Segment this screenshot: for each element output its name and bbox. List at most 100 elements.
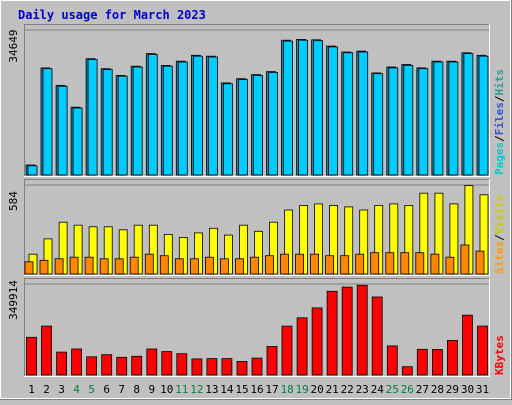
x-tick-label-day-12: 12 <box>190 383 203 396</box>
x-tick-label-day-26: 26 <box>401 383 414 396</box>
bar-sites-day-23 <box>355 253 365 275</box>
bar-sites-day-2 <box>39 259 49 275</box>
bar-kbytes-day-23 <box>356 284 368 376</box>
bar-kbytes-day-18 <box>281 325 293 376</box>
bar-files-day-2 <box>42 68 53 176</box>
side-legend-part: / <box>493 95 506 102</box>
x-tick-label-day-14: 14 <box>220 383 234 396</box>
x-tick-label-day-18: 18 <box>280 383 293 396</box>
bar-kbytes-day-20 <box>311 307 323 376</box>
x-tick-label-day-4: 4 <box>73 383 80 396</box>
bar-files-day-23 <box>358 51 369 176</box>
bar-kbytes-day-14 <box>221 358 233 376</box>
bar-kbytes-day-1 <box>26 336 37 376</box>
bar-kbytes-day-31 <box>477 325 488 376</box>
y-max-label: 584 <box>7 191 20 211</box>
bar-files-day-22 <box>343 52 354 176</box>
x-tick-label-day-27: 27 <box>416 383 429 396</box>
bar-sites-day-6 <box>99 258 109 275</box>
x-axis-labels: 1 2 3 4 5 6 7 8 9 10 11 12 13 14 15 16 17 18 19 20 21 22 23 24 2… <box>28 383 489 396</box>
bar-kbytes-day-27 <box>416 348 428 376</box>
bar-files-day-11 <box>177 61 188 176</box>
bar-sites-day-21 <box>325 255 335 275</box>
bar-files-day-19 <box>298 39 309 176</box>
bar-kbytes-day-25 <box>386 345 398 376</box>
bar-files-day-27 <box>418 68 429 176</box>
y-max-label: 34649 <box>7 29 20 62</box>
side-legend-part: Files <box>493 102 506 135</box>
bar-sites-day-29 <box>445 256 455 275</box>
bar-kbytes-day-5 <box>86 356 97 376</box>
bar-files-day-26 <box>403 65 414 176</box>
x-tick-label-day-23: 23 <box>356 383 369 396</box>
bar-files-day-7 <box>117 75 128 176</box>
bar-kbytes-day-7 <box>116 356 128 376</box>
bar-files-day-20 <box>313 40 324 176</box>
bar-files-day-14 <box>222 83 233 176</box>
bar-files-day-15 <box>238 79 248 176</box>
bar-sites-day-9 <box>144 253 154 275</box>
x-tick-label-day-24: 24 <box>371 383 385 396</box>
x-tick-label-day-8: 8 <box>133 383 140 396</box>
panel-middle: 584 Sites/Visits <box>7 179 506 276</box>
x-tick-label-day-7: 7 <box>118 383 125 396</box>
bar-sites-day-11 <box>174 258 184 275</box>
bar-sites-day-12 <box>189 258 199 275</box>
bar-kbytes-day-8 <box>131 355 143 376</box>
x-tick-label-day-2: 2 <box>43 383 50 396</box>
bar-files-day-17 <box>268 72 278 176</box>
bar-files-day-13 <box>207 56 218 176</box>
bar-sites-day-22 <box>340 255 350 275</box>
x-tick-label-day-30: 30 <box>461 383 474 396</box>
bar-kbytes-day-16 <box>251 357 263 376</box>
bar-kbytes-day-21 <box>326 290 338 376</box>
side-legend: Pages/Files/Hits <box>493 69 506 175</box>
x-tick-label-day-1: 1 <box>28 383 35 396</box>
x-tick-label-day-31: 31 <box>476 383 489 396</box>
bar-sites-day-15 <box>235 258 244 275</box>
bar-kbytes-day-22 <box>341 286 353 376</box>
series-kbytes <box>26 284 488 376</box>
x-tick-label-day-5: 5 <box>88 383 95 396</box>
series-sites <box>24 244 485 275</box>
bar-files-day-16 <box>253 75 263 176</box>
chart-panels: 34649Pages/Files/Hits584Sites/Visits3499… <box>7 24 506 377</box>
bar-files-day-28 <box>433 61 444 176</box>
x-tick-label-day-21: 21 <box>326 383 339 396</box>
bar-sites-day-26 <box>400 252 410 275</box>
bar-files-day-8 <box>132 66 143 176</box>
bar-files-day-30 <box>463 53 474 176</box>
bar-kbytes-day-15 <box>236 361 248 376</box>
bar-files-day-10 <box>162 65 173 176</box>
side-legend: Sites/Visits <box>493 195 506 275</box>
bar-files-day-24 <box>373 73 384 176</box>
bar-kbytes-day-3 <box>56 351 67 376</box>
bar-sites-day-1 <box>24 261 34 275</box>
bar-kbytes-day-13 <box>206 358 218 376</box>
bar-kbytes-day-24 <box>371 296 383 376</box>
x-tick-label-day-25: 25 <box>386 383 399 396</box>
x-tick-label-day-29: 29 <box>446 383 459 396</box>
bar-sites-day-13 <box>204 256 214 275</box>
x-tick-label-day-16: 16 <box>250 383 263 396</box>
bar-files-day-1 <box>27 165 38 176</box>
x-tick-label-day-9: 9 <box>148 383 155 396</box>
bar-sites-day-28 <box>430 253 440 275</box>
bar-files-day-4 <box>72 107 83 176</box>
bar-files-day-25 <box>388 67 399 176</box>
bar-files-day-21 <box>328 46 339 176</box>
x-tick-label-day-10: 10 <box>160 383 173 396</box>
bar-sites-day-4 <box>69 256 79 275</box>
x-tick-label-day-20: 20 <box>310 383 323 396</box>
bar-sites-day-24 <box>370 252 380 275</box>
bar-kbytes-day-12 <box>191 358 203 376</box>
x-tick-label-day-3: 3 <box>58 383 65 396</box>
side-legend-part: KBytes <box>493 335 506 375</box>
bar-kbytes-day-17 <box>266 345 278 376</box>
bar-kbytes-day-2 <box>41 325 52 376</box>
side-legend-part: Visits <box>493 195 506 235</box>
x-tick-label-day-19: 19 <box>295 383 308 396</box>
bar-files-day-9 <box>147 54 158 176</box>
bar-kbytes-day-19 <box>296 317 308 376</box>
x-tick-label-day-11: 11 <box>175 383 188 396</box>
